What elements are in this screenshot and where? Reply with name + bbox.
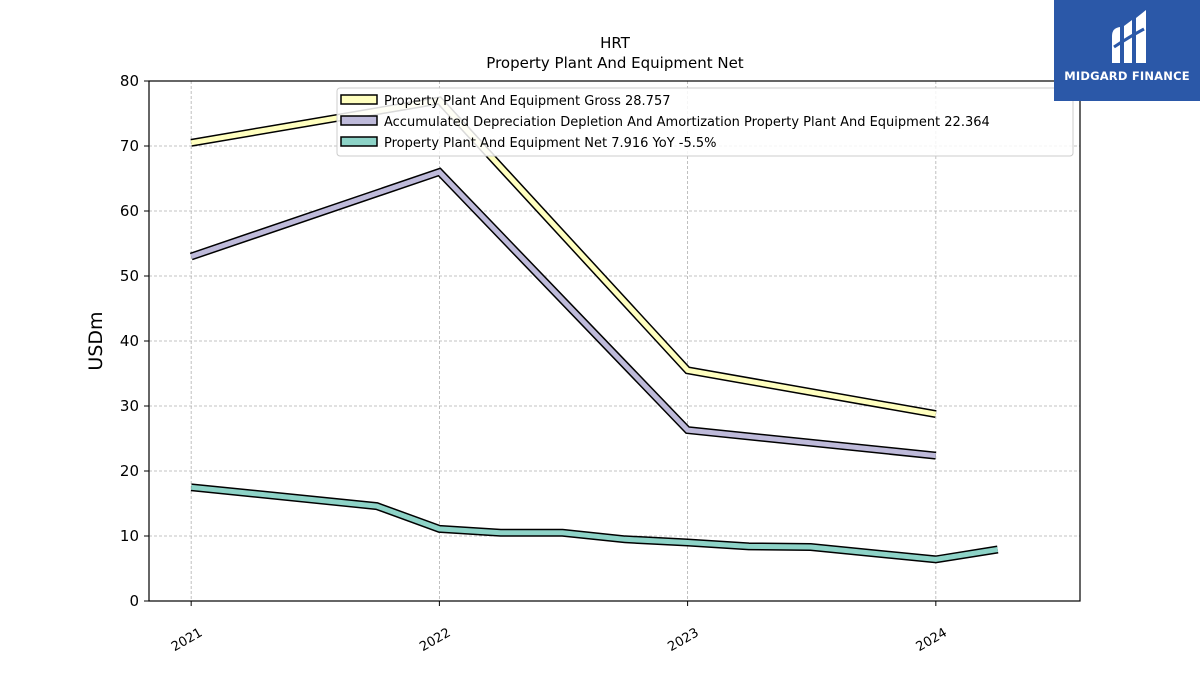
chart-subtitle: Property Plant And Equipment Net — [486, 54, 743, 72]
x-tick-label: 2023 — [665, 625, 701, 655]
y-tick-label: 20 — [120, 462, 139, 480]
legend-label: Accumulated Depreciation Depletion And A… — [384, 115, 990, 130]
x-tick-label: 2021 — [169, 625, 205, 655]
series-line-outline — [189, 167, 937, 460]
logo-mark-icon — [1112, 10, 1146, 63]
series-lines — [189, 96, 999, 564]
y-tick-label: 80 — [120, 72, 139, 90]
series-2 — [190, 483, 999, 564]
legend-label: Property Plant And Equipment Gross 28.75… — [384, 94, 671, 109]
y-axis-label: USDm — [85, 311, 107, 370]
legend-swatch — [340, 136, 378, 147]
y-tick-label: 60 — [120, 202, 139, 220]
y-tick-label: 50 — [120, 267, 139, 285]
y-tick-label: 0 — [129, 592, 139, 610]
x-tick-label: 2022 — [417, 625, 453, 655]
series-1 — [189, 167, 937, 460]
logo-text: MIDGARD FINANCE — [1064, 69, 1190, 83]
chart-title: HRT — [600, 34, 631, 52]
legend-swatch — [340, 94, 378, 105]
legend-swatch — [340, 115, 378, 126]
grid — [149, 80, 1080, 602]
x-tick-label: 2024 — [914, 625, 950, 655]
y-tick-label: 40 — [120, 332, 139, 350]
series-line — [190, 484, 999, 562]
y-tick-label: 70 — [120, 137, 139, 155]
x-axis: 2021 2022 2023 2024 — [169, 601, 950, 655]
midgard-finance-logo: MIDGARD FINANCE — [1054, 0, 1200, 101]
legend-label: Property Plant And Equipment Net 7.916 Y… — [384, 136, 717, 151]
legend-box — [336, 87, 1074, 157]
y-tick-label: 10 — [120, 527, 139, 545]
y-axis: 0 10 20 30 40 50 60 70 80 — [120, 72, 149, 610]
series-line — [190, 97, 937, 417]
legend: Property Plant And Equipment Gross 28.75… — [336, 87, 1074, 157]
y-tick-label: 30 — [120, 397, 139, 415]
series-line — [190, 169, 937, 459]
